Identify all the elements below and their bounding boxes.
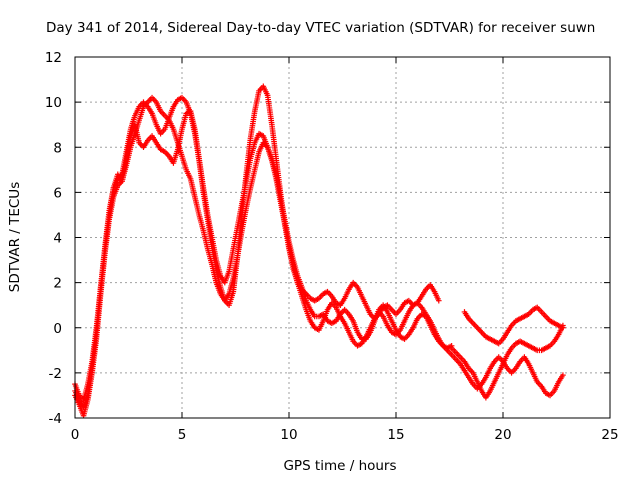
chart-title: Day 341 of 2014, Sidereal Day-to-day VTE… (46, 20, 595, 36)
y-tick-label: -4 (49, 411, 62, 427)
y-tick-label: 6 (53, 185, 62, 201)
x-tick-label: 10 (280, 427, 297, 443)
grid-layer (75, 57, 610, 418)
x-tick-label: 15 (387, 427, 404, 443)
y-tick-label: 10 (45, 95, 62, 111)
y-tick-label: -2 (49, 366, 62, 382)
x-axis-label: GPS time / hours (283, 458, 396, 474)
x-tick-label: 0 (71, 427, 80, 443)
y-tick-label: 0 (53, 321, 62, 337)
series-track-e (448, 322, 566, 401)
y-tick-label: 4 (53, 231, 62, 247)
data-point (436, 297, 442, 304)
y-tick-label: 2 (53, 276, 62, 292)
data-point (560, 322, 566, 329)
series-track-c (72, 83, 442, 410)
series-track-d (461, 304, 566, 347)
x-tick-label: 20 (494, 427, 511, 443)
data-point (560, 372, 566, 378)
series-track-f (436, 336, 566, 399)
y-tick-label: 12 (45, 50, 62, 66)
x-tick-label: 25 (601, 427, 618, 443)
marks-layer (72, 83, 566, 419)
x-tick-label: 5 (178, 427, 187, 443)
y-tick-label: 8 (53, 140, 62, 156)
y-axis-label: SDTVAR / TECUs (7, 182, 23, 292)
tick-layer: 0 5 10 15 20 25 -4 -2 0 2 4 6 8 10 12 (45, 50, 619, 443)
